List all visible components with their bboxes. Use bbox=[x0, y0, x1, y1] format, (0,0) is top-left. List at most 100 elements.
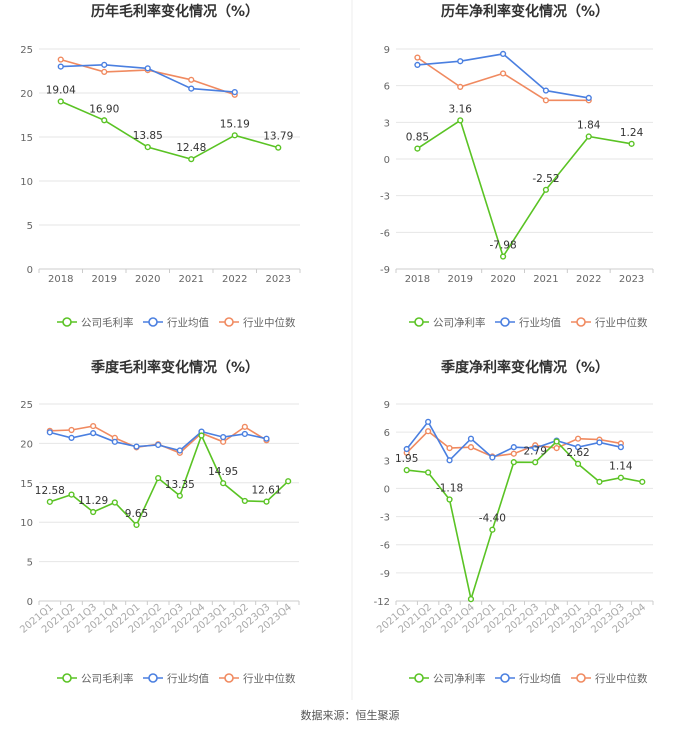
data-point-industry_avg bbox=[467, 435, 475, 442]
legend-label: 行业中位数 bbox=[243, 316, 296, 329]
legend-marker bbox=[224, 673, 234, 683]
legend-item-industry_median[interactable]: 行业中位数 bbox=[219, 672, 296, 685]
charts-canvas: 历年毛利率变化情况（%） 0 5 10 15 20 25 2018 2019 2020 2021 20… bbox=[18, 0, 654, 700]
data-label: 1.14 bbox=[609, 461, 633, 473]
legend-item-industry_avg[interactable]: 行业均值 bbox=[143, 316, 209, 329]
data-point-industry_avg bbox=[155, 441, 162, 449]
data-point-industry_avg bbox=[596, 439, 603, 446]
chart-panel-2: 历年净利率变化情况（%） -9 -6 -3 0 3 6 9 2018 2019 2020 2021 20… bbox=[380, 3, 654, 329]
x-tick-label: 2018 bbox=[405, 274, 430, 285]
data-point-company bbox=[457, 117, 464, 124]
x-tick-label: 2023 bbox=[266, 274, 291, 285]
data-point-company bbox=[188, 156, 195, 163]
legend-label: 行业中位数 bbox=[243, 672, 296, 685]
x-tick-label: 2019 bbox=[448, 274, 473, 285]
data-point-company bbox=[542, 186, 550, 193]
legend-label: 公司净利率 bbox=[433, 672, 486, 685]
legend-marker bbox=[148, 673, 158, 683]
y-tick-label: 10 bbox=[20, 177, 33, 188]
legend-item-company[interactable]: 公司毛利率 bbox=[57, 672, 134, 685]
data-point-industry_avg bbox=[133, 443, 140, 450]
y-tick-label: 6 bbox=[384, 82, 390, 93]
chart-title: 季度毛利率变化情况（%） bbox=[90, 359, 259, 376]
chart-legend: 公司毛利率 行业均值 行业中位数 bbox=[57, 316, 296, 329]
data-point-company bbox=[585, 133, 592, 140]
x-tick-label: 2022 bbox=[576, 274, 601, 285]
series-line-industry_median bbox=[49, 425, 267, 454]
data-point-company bbox=[617, 474, 624, 481]
chart-legend: 公司毛利率 行业均值 行业中位数 bbox=[57, 672, 296, 685]
data-point-company bbox=[639, 478, 646, 485]
legend-item-company[interactable]: 公司毛利率 bbox=[57, 316, 134, 329]
data-point-company bbox=[510, 459, 517, 466]
series-line-company bbox=[60, 100, 279, 161]
y-tick-label: 0 bbox=[27, 597, 33, 608]
data-point-industry_avg bbox=[425, 418, 432, 425]
data-point-industry_median bbox=[499, 70, 507, 77]
chart-legend: 公司净利率 行业均值 行业中位数 bbox=[409, 672, 648, 685]
legend-item-industry_median[interactable]: 行业中位数 bbox=[571, 316, 648, 329]
data-point-company bbox=[144, 144, 151, 151]
legend-item-industry_avg[interactable]: 行业均值 bbox=[495, 672, 561, 685]
data-point-company bbox=[574, 460, 582, 467]
data-point-industry_avg bbox=[263, 435, 270, 442]
legend-item-industry_median[interactable]: 行业中位数 bbox=[219, 316, 296, 329]
data-point-industry_avg bbox=[231, 89, 238, 96]
data-label: 1.95 bbox=[395, 453, 418, 465]
y-tick-label: -9 bbox=[380, 265, 390, 276]
data-point-company bbox=[489, 526, 496, 533]
data-label: 16.90 bbox=[89, 103, 119, 115]
legend-label: 行业均值 bbox=[167, 672, 209, 685]
data-point-company bbox=[220, 480, 227, 487]
legend-item-company[interactable]: 公司净利率 bbox=[409, 316, 486, 329]
data-label: 12.48 bbox=[176, 142, 206, 154]
chart-title: 历年净利率变化情况（%） bbox=[441, 3, 609, 20]
data-point-industry_median bbox=[510, 450, 517, 457]
series-company: 12.58 11.29 9.65 13.35 14.95 12.61 bbox=[35, 432, 292, 529]
data-point-company bbox=[532, 459, 539, 466]
data-point-industry_avg bbox=[585, 94, 592, 101]
legend-item-industry_median[interactable]: 行业中位数 bbox=[571, 672, 648, 685]
legend-item-industry_avg[interactable]: 行业均值 bbox=[495, 316, 561, 329]
data-point-company bbox=[499, 253, 507, 260]
data-point-company bbox=[263, 498, 270, 505]
series-industry_avg bbox=[414, 50, 592, 101]
data-point-industry_median bbox=[188, 76, 195, 83]
y-tick-label: 6 bbox=[384, 428, 390, 439]
data-point-company bbox=[403, 467, 410, 474]
data-point-industry_avg bbox=[414, 61, 421, 68]
legend-marker bbox=[500, 673, 510, 683]
legend-item-company[interactable]: 公司净利率 bbox=[409, 672, 486, 685]
legend-marker bbox=[62, 673, 72, 683]
y-tick-label: -3 bbox=[380, 192, 390, 203]
legend-label: 行业均值 bbox=[519, 316, 561, 329]
y-tick-label: -12 bbox=[374, 597, 390, 608]
data-label: 12.58 bbox=[35, 485, 65, 497]
legend-marker bbox=[62, 317, 72, 327]
x-tick-label: 2019 bbox=[92, 274, 117, 285]
y-tick-label: 25 bbox=[20, 400, 33, 411]
legend-label: 公司净利率 bbox=[433, 316, 486, 329]
series-company: 0.85 3.16 -7.98 -2.52 1.84 1.24 bbox=[406, 103, 644, 260]
data-point-industry_avg bbox=[176, 447, 183, 454]
y-tick-label: 25 bbox=[20, 45, 33, 56]
series-industry_avg bbox=[46, 428, 270, 454]
y-tick-label: 3 bbox=[384, 118, 390, 129]
data-point-company bbox=[414, 145, 421, 152]
series-line-company bbox=[416, 119, 632, 259]
legend-item-industry_avg[interactable]: 行业均值 bbox=[143, 672, 209, 685]
x-tick-label: 2023 bbox=[619, 274, 644, 285]
chart-title: 历年毛利率变化情况（%） bbox=[91, 3, 259, 20]
data-point-industry_median bbox=[57, 56, 64, 63]
x-tick-label: 2021 bbox=[179, 274, 204, 285]
chart-panel-3: 季度毛利率变化情况（%）05101520252021Q12021Q22021Q3… bbox=[18, 359, 300, 685]
data-point-company bbox=[231, 132, 238, 139]
data-point-company bbox=[46, 498, 53, 505]
data-point-industry_median bbox=[457, 83, 464, 90]
legend-marker bbox=[414, 317, 424, 327]
data-label: 2.62 bbox=[566, 447, 589, 459]
legend-label: 行业中位数 bbox=[595, 316, 648, 329]
data-point-industry_avg bbox=[188, 85, 195, 92]
data-point-industry_median bbox=[414, 54, 421, 61]
legend-marker bbox=[576, 317, 586, 327]
